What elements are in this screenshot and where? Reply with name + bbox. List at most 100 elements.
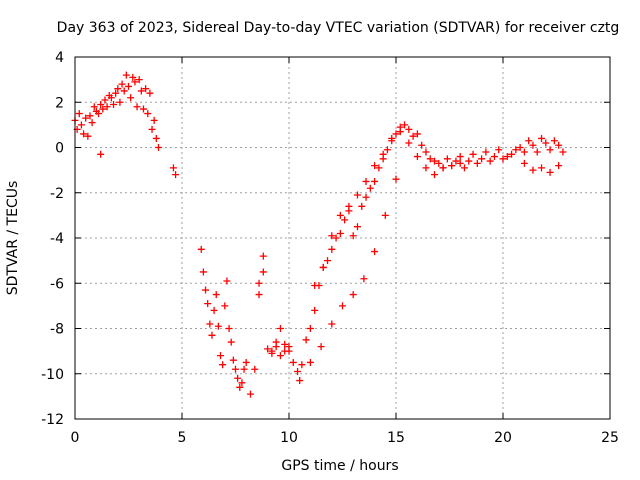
data-point — [379, 150, 387, 158]
data-point — [388, 134, 396, 142]
data-point — [110, 101, 118, 109]
data-point — [559, 148, 567, 156]
data-point — [95, 110, 103, 118]
data-point — [332, 234, 340, 242]
data-point — [550, 137, 558, 145]
data-point — [99, 105, 107, 113]
data-point — [217, 352, 225, 360]
data-point — [341, 216, 349, 224]
data-point — [431, 171, 439, 179]
data-point — [90, 103, 98, 111]
data-point — [298, 361, 306, 369]
data-point — [255, 291, 263, 299]
y-tick-label: 4 — [55, 50, 64, 66]
data-point — [75, 110, 83, 118]
data-point — [255, 279, 263, 287]
data-point — [392, 130, 400, 138]
data-point — [452, 157, 460, 165]
data-point — [131, 78, 139, 86]
y-tick-label: -10 — [41, 367, 64, 383]
data-point — [426, 155, 434, 163]
data-point — [469, 150, 477, 158]
data-point — [142, 85, 150, 93]
data-point — [546, 146, 554, 154]
data-point — [272, 343, 280, 351]
data-point — [86, 112, 94, 120]
data-point — [122, 71, 130, 79]
data-point — [533, 148, 541, 156]
data-point — [538, 134, 546, 142]
data-point — [360, 275, 368, 283]
y-tick-label: -2 — [50, 186, 64, 202]
data-point — [555, 141, 563, 149]
data-point — [246, 390, 254, 398]
data-point — [508, 150, 516, 158]
data-point — [495, 146, 503, 154]
data-point — [150, 116, 158, 124]
data-point — [371, 162, 379, 170]
data-point — [317, 343, 325, 351]
data-point — [129, 73, 137, 81]
chart-grid — [75, 57, 610, 419]
x-tick-label: 25 — [601, 430, 619, 446]
data-point — [281, 340, 289, 348]
data-point — [152, 134, 160, 142]
data-point — [460, 164, 468, 172]
data-point — [84, 132, 92, 140]
data-point — [529, 166, 537, 174]
data-point — [172, 171, 180, 179]
data-point — [306, 325, 314, 332]
data-point — [296, 377, 304, 385]
data-point — [97, 101, 105, 109]
y-tick-label: 2 — [55, 95, 64, 111]
data-point — [486, 157, 494, 165]
data-point — [204, 300, 212, 308]
x-tick-label: 20 — [494, 430, 512, 446]
data-point — [328, 232, 336, 240]
data-point — [516, 144, 524, 151]
data-point — [383, 146, 391, 154]
data-point — [229, 356, 237, 364]
y-tick-label: 0 — [55, 141, 64, 157]
data-point — [80, 130, 88, 138]
data-point — [227, 338, 235, 346]
data-points — [71, 71, 567, 398]
data-point — [259, 252, 267, 260]
data-point — [311, 306, 319, 314]
data-point — [349, 232, 357, 240]
data-point — [214, 322, 222, 330]
data-point — [478, 155, 486, 163]
data-point — [512, 146, 520, 154]
data-point — [154, 144, 162, 151]
data-point — [219, 361, 227, 369]
data-point — [125, 82, 132, 90]
y-tick-label: -12 — [41, 412, 64, 428]
data-point — [311, 282, 319, 290]
y-tick-label: -8 — [50, 322, 64, 338]
data-point — [133, 103, 141, 111]
data-point — [336, 211, 344, 219]
data-point — [276, 325, 284, 332]
data-point — [146, 89, 154, 97]
data-point — [144, 110, 152, 118]
data-point — [353, 191, 361, 199]
data-point — [77, 121, 85, 129]
x-tick-label: 0 — [71, 430, 80, 446]
data-point — [251, 365, 259, 373]
data-point — [339, 302, 346, 310]
data-point — [306, 358, 314, 366]
data-point — [439, 164, 447, 172]
data-point — [212, 291, 220, 299]
data-point — [324, 257, 332, 265]
data-point — [97, 150, 105, 158]
data-point — [112, 89, 120, 97]
data-point — [294, 367, 302, 375]
data-point — [345, 202, 353, 210]
data-point — [371, 248, 379, 256]
data-point — [259, 268, 267, 276]
data-point — [328, 245, 336, 253]
data-point — [238, 379, 246, 387]
data-point — [116, 98, 124, 106]
data-point — [546, 168, 554, 176]
